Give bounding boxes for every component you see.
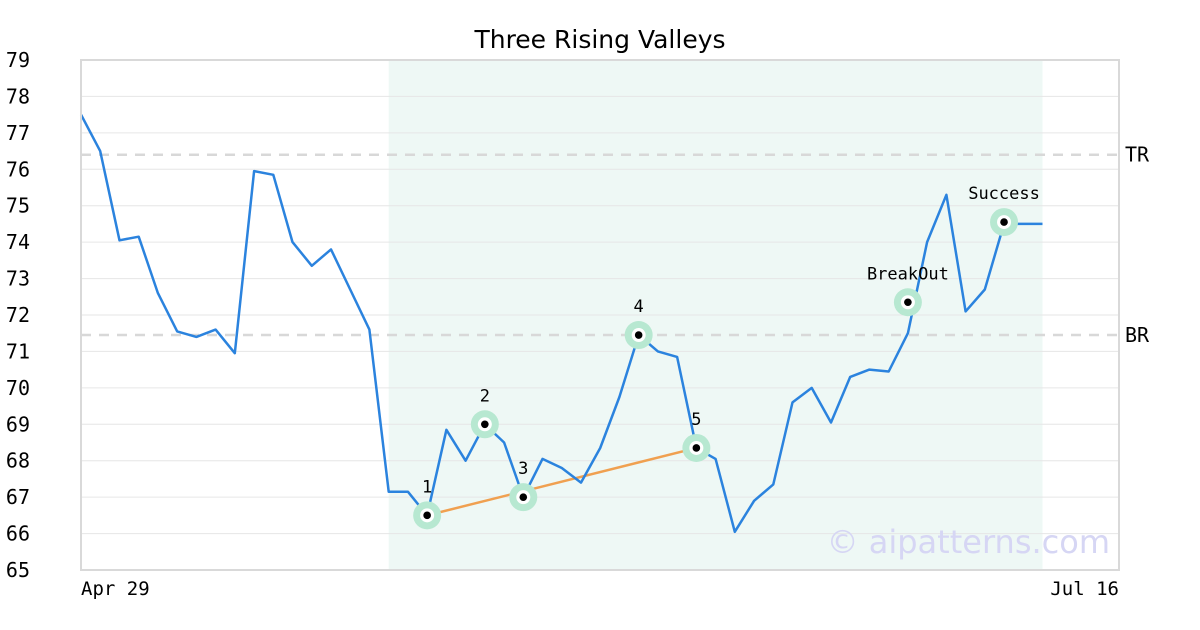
point-label-3: 3	[518, 459, 528, 479]
y-tick-label: 75	[6, 194, 30, 218]
point-dot-4	[634, 331, 643, 339]
point-dot-2	[481, 420, 489, 429]
valley-trendline	[426, 446, 697, 517]
y-tick-label: 69	[6, 412, 30, 436]
x-tick-start: Apr 29	[81, 578, 150, 600]
grid-layer	[81, 95, 1119, 535]
point-label-4: 4	[634, 297, 644, 317]
y-tick-label: 77	[6, 121, 30, 145]
point-label-breakout: BreakOut	[867, 264, 949, 284]
y-tick-label: 66	[6, 522, 30, 546]
point-dot-5	[692, 444, 701, 452]
y-tick-label: 76	[6, 157, 30, 181]
pattern-points-layer: 1 2 3 4 5 BreakOut Success	[413, 184, 1040, 530]
y-tick-label: 72	[6, 303, 30, 327]
trendline-layer	[426, 446, 697, 517]
point-dot-1	[423, 511, 431, 520]
point-label-5: 5	[691, 410, 701, 430]
point-dot-success	[1000, 218, 1008, 226]
plot-frame	[80, 59, 1120, 571]
point-label-2: 2	[480, 386, 490, 406]
y-tick-label: 79	[6, 48, 30, 72]
watermark: © aipatterns.com	[827, 523, 1110, 561]
level-lines-layer: TR BR	[81, 143, 1150, 347]
y-tick-label: 74	[6, 230, 30, 254]
y-tick-label: 78	[6, 84, 30, 108]
chart-title: Three Rising Valleys	[473, 25, 725, 54]
point-label-1: 1	[422, 477, 432, 497]
price-line	[79, 114, 1043, 534]
point-dot-3	[519, 493, 528, 501]
y-tick-label: 65	[6, 558, 30, 582]
point-dot-breakout	[904, 298, 912, 307]
y-tick-label: 73	[6, 267, 30, 291]
y-tick-label: 70	[6, 376, 30, 400]
y-axis-ticks: 65 66 67 68 69 70 71 72 73 74 75 76 77 78 79	[6, 48, 30, 582]
point-label-success: Success	[968, 184, 1040, 204]
x-tick-end: Jul 16	[1050, 578, 1119, 600]
price-series-layer	[79, 114, 1043, 534]
level-label-tr: TR	[1125, 143, 1150, 167]
level-label-br: BR	[1125, 323, 1150, 347]
y-tick-label: 71	[6, 339, 30, 363]
y-tick-label: 68	[6, 449, 30, 473]
y-tick-label: 67	[6, 485, 30, 509]
